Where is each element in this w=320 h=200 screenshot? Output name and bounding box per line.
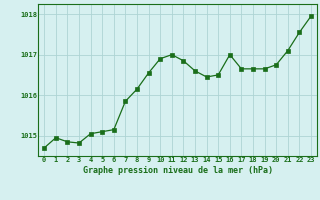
X-axis label: Graphe pression niveau de la mer (hPa): Graphe pression niveau de la mer (hPa) <box>83 166 273 175</box>
